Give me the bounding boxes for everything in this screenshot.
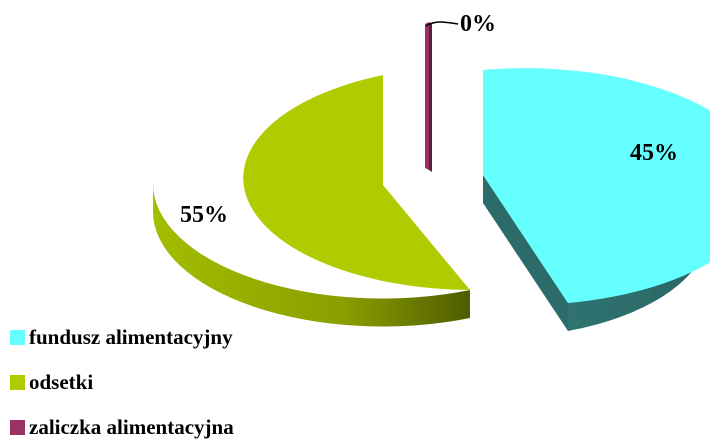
legend-item-fundusz: fundusz alimentacyjny [10,324,233,350]
slice-side-zaliczka [429,22,432,172]
legend-swatch-fundusz [10,329,25,345]
legend-item-zaliczka: zaliczka alimentacyjna [10,414,234,440]
legend-swatch-odsetki [10,374,25,390]
slice-side-fundusz [483,175,568,331]
slice-top-zaliczka [425,22,429,170]
data-label-fundusz: 45% [630,140,678,166]
slice-top-odsetki [243,75,470,290]
legend-label-fundusz: fundusz alimentacyjny [29,324,233,349]
data-label-odsetki: 55% [180,202,228,228]
legend-label-odsetki: odsetki [29,369,94,394]
legend-label-zaliczka: zaliczka alimentacyjna [29,414,234,439]
legend-item-odsetki: odsetki [10,369,93,395]
slice-side-odsetki [152,183,470,327]
legend-swatch-zaliczka [10,419,25,435]
leader-line-zaliczka [425,21,459,27]
data-label-zaliczka: 0% [460,11,496,37]
slice-top-fundusz [483,68,710,303]
